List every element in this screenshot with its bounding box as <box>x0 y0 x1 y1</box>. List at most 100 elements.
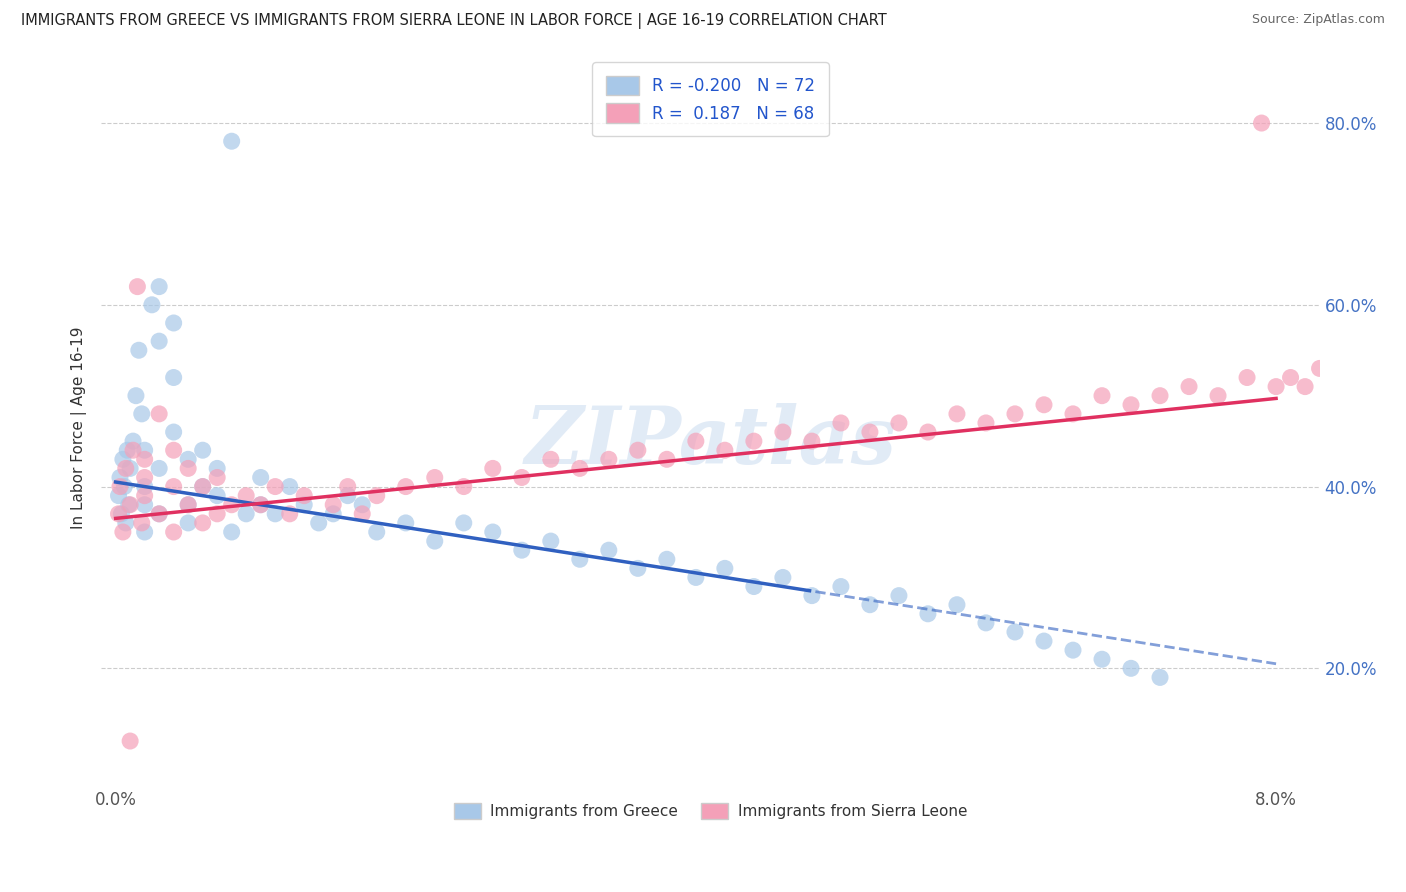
Point <box>177 452 200 467</box>
Point <box>122 443 145 458</box>
Point <box>453 516 475 530</box>
Point <box>163 425 186 439</box>
Point <box>177 498 200 512</box>
Point <box>249 498 271 512</box>
Point <box>1265 379 1288 393</box>
Point <box>598 543 620 558</box>
Point <box>120 498 142 512</box>
Point <box>177 461 200 475</box>
Point <box>110 507 132 521</box>
Point <box>148 507 170 521</box>
Point <box>1119 661 1142 675</box>
Point <box>1279 370 1302 384</box>
Point <box>627 561 650 575</box>
Point <box>336 479 359 493</box>
Point <box>148 407 170 421</box>
Text: Source: ZipAtlas.com: Source: ZipAtlas.com <box>1251 13 1385 27</box>
Point <box>1250 116 1272 130</box>
Point <box>134 489 156 503</box>
Point <box>191 516 214 530</box>
Point <box>128 343 150 358</box>
Point <box>278 507 301 521</box>
Point <box>395 516 418 530</box>
Point <box>264 507 287 521</box>
Text: IMMIGRANTS FROM GREECE VS IMMIGRANTS FROM SIERRA LEONE IN LABOR FORCE | AGE 16-1: IMMIGRANTS FROM GREECE VS IMMIGRANTS FRO… <box>21 13 887 29</box>
Point <box>163 443 186 458</box>
Point <box>163 524 186 539</box>
Point <box>887 416 910 430</box>
Point <box>1004 407 1026 421</box>
Point <box>127 279 149 293</box>
Legend: Immigrants from Greece, Immigrants from Sierra Leone: Immigrants from Greece, Immigrants from … <box>447 797 973 825</box>
Point <box>685 570 707 584</box>
Point <box>177 498 200 512</box>
Point <box>249 498 271 512</box>
Point <box>772 425 794 439</box>
Point <box>163 316 186 330</box>
Point <box>742 580 765 594</box>
Point <box>627 443 650 458</box>
Point <box>974 615 997 630</box>
Point <box>714 561 737 575</box>
Point <box>221 134 243 148</box>
Point <box>859 598 882 612</box>
Point <box>1206 389 1229 403</box>
Point <box>395 479 418 493</box>
Point <box>205 461 228 475</box>
Point <box>235 489 257 503</box>
Point <box>1091 652 1114 666</box>
Point <box>685 434 707 449</box>
Point <box>107 489 129 503</box>
Point <box>134 498 156 512</box>
Point <box>830 416 852 430</box>
Point <box>292 489 315 503</box>
Point <box>1309 361 1331 376</box>
Point <box>221 524 243 539</box>
Point <box>131 407 153 421</box>
Point <box>946 407 969 421</box>
Point <box>423 470 446 484</box>
Point <box>974 416 997 430</box>
Point <box>1033 398 1056 412</box>
Point <box>336 489 359 503</box>
Point <box>540 452 562 467</box>
Point <box>115 443 138 458</box>
Point <box>352 498 374 512</box>
Point <box>148 461 170 475</box>
Point <box>453 479 475 493</box>
Point <box>510 470 533 484</box>
Point <box>1062 643 1084 657</box>
Point <box>946 598 969 612</box>
Point <box>134 452 156 467</box>
Point <box>118 498 141 512</box>
Point <box>714 443 737 458</box>
Point <box>120 461 142 475</box>
Point <box>108 470 131 484</box>
Point <box>111 524 134 539</box>
Point <box>134 470 156 484</box>
Y-axis label: In Labor Force | Age 16-19: In Labor Force | Age 16-19 <box>72 326 87 529</box>
Point <box>114 461 136 475</box>
Point <box>112 479 135 493</box>
Point <box>205 507 228 521</box>
Point <box>352 507 374 521</box>
Point <box>481 524 503 539</box>
Point <box>1091 389 1114 403</box>
Point <box>859 425 882 439</box>
Point <box>107 507 129 521</box>
Point <box>1004 624 1026 639</box>
Point <box>191 443 214 458</box>
Point <box>163 479 186 493</box>
Point <box>655 452 678 467</box>
Point <box>917 607 939 621</box>
Point <box>655 552 678 566</box>
Point <box>510 543 533 558</box>
Point <box>122 434 145 449</box>
Point <box>134 443 156 458</box>
Point <box>221 498 243 512</box>
Point <box>423 534 446 549</box>
Point <box>568 461 591 475</box>
Point <box>481 461 503 475</box>
Point <box>125 389 148 403</box>
Point <box>148 334 170 348</box>
